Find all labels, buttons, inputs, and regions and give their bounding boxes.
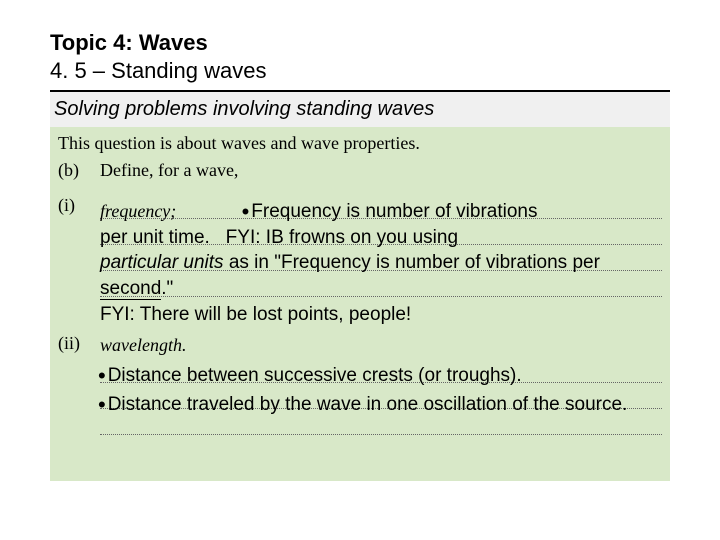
wav-answer-1: Distance between successive crests (or t… xyxy=(108,365,522,386)
topic-title: Topic 4: Waves xyxy=(50,30,670,56)
part-b-row: (b) Define, for a wave, xyxy=(58,160,662,181)
freq-answer-line1: Frequency is number of vibrations xyxy=(251,201,537,222)
fyi1-rest: as in "Frequency is number of vibrations… xyxy=(224,252,600,273)
item-i-content: frequency; Frequency is number of vibrat… xyxy=(100,193,662,323)
item-ii-content: wavelength. Distance between successive … xyxy=(100,331,662,461)
define-text: Define, for a wave, xyxy=(100,160,662,181)
fyi1-prefix: FYI: IB frowns on you using xyxy=(226,227,458,248)
content-box: This question is about waves and wave pr… xyxy=(50,127,670,481)
fyi1-second: second xyxy=(100,278,161,300)
fyi1-italic: particular units xyxy=(100,252,224,273)
topic-subtitle: 4. 5 – Standing waves xyxy=(50,58,670,92)
item-i-row: (i) frequency; Frequency is number of vi… xyxy=(58,193,662,323)
freq-answer-line2a: per unit time. xyxy=(100,227,210,248)
roman-ii: (ii) xyxy=(58,331,100,461)
wav-answer-2: Distance traveled by the wave in one osc… xyxy=(108,394,628,415)
fyi2: FYI: There will be lost points, people! xyxy=(100,304,411,325)
section-header: Solving problems involving standing wave… xyxy=(50,92,670,127)
wavelength-term: wavelength. xyxy=(100,335,186,355)
item-ii-row: (ii) wavelength. Distance between succes… xyxy=(58,331,662,461)
fyi1-end: ." xyxy=(161,278,173,299)
frequency-term: frequency; xyxy=(100,201,176,221)
roman-i: (i) xyxy=(58,193,100,323)
intro-text: This question is about waves and wave pr… xyxy=(58,133,662,154)
part-b-label: (b) xyxy=(58,160,100,181)
